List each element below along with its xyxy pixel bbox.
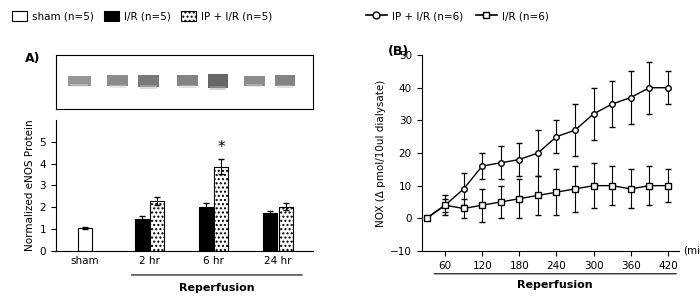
Bar [70, 84, 88, 88]
Bar [214, 167, 228, 251]
Bar [263, 213, 277, 251]
Legend: IP + I/R (n=6), I/R (n=6): IP + I/R (n=6), I/R (n=6) [366, 11, 549, 21]
Bar [141, 85, 157, 89]
Bar [109, 85, 126, 88]
Y-axis label: NOX (Δ pmol/10ul dialysate): NOX (Δ pmol/10ul dialysate) [376, 79, 386, 227]
Bar [139, 75, 159, 87]
Bar [199, 207, 213, 251]
Text: Reperfusion: Reperfusion [517, 280, 593, 290]
Legend: sham (n=5), I/R (n=5), IP + I/R (n=5): sham (n=5), I/R (n=5), IP + I/R (n=5) [12, 11, 272, 21]
Text: Reperfusion: Reperfusion [179, 283, 255, 293]
Text: *: * [218, 140, 225, 155]
Bar [279, 207, 293, 251]
Text: A): A) [25, 52, 41, 65]
Text: (min): (min) [683, 246, 700, 256]
Bar [177, 76, 197, 86]
Bar [150, 201, 164, 251]
Bar [108, 76, 128, 86]
Bar [134, 218, 148, 251]
Bar [78, 228, 92, 251]
Bar [275, 76, 295, 86]
Bar [179, 85, 195, 88]
Bar [246, 84, 262, 88]
Bar [210, 86, 226, 90]
Text: (B): (B) [388, 45, 409, 58]
Bar [244, 76, 265, 86]
Bar [277, 85, 293, 88]
Bar [68, 76, 91, 86]
Bar [208, 74, 228, 88]
Y-axis label: Normalized eNOS Protein: Normalized eNOS Protein [25, 120, 36, 251]
